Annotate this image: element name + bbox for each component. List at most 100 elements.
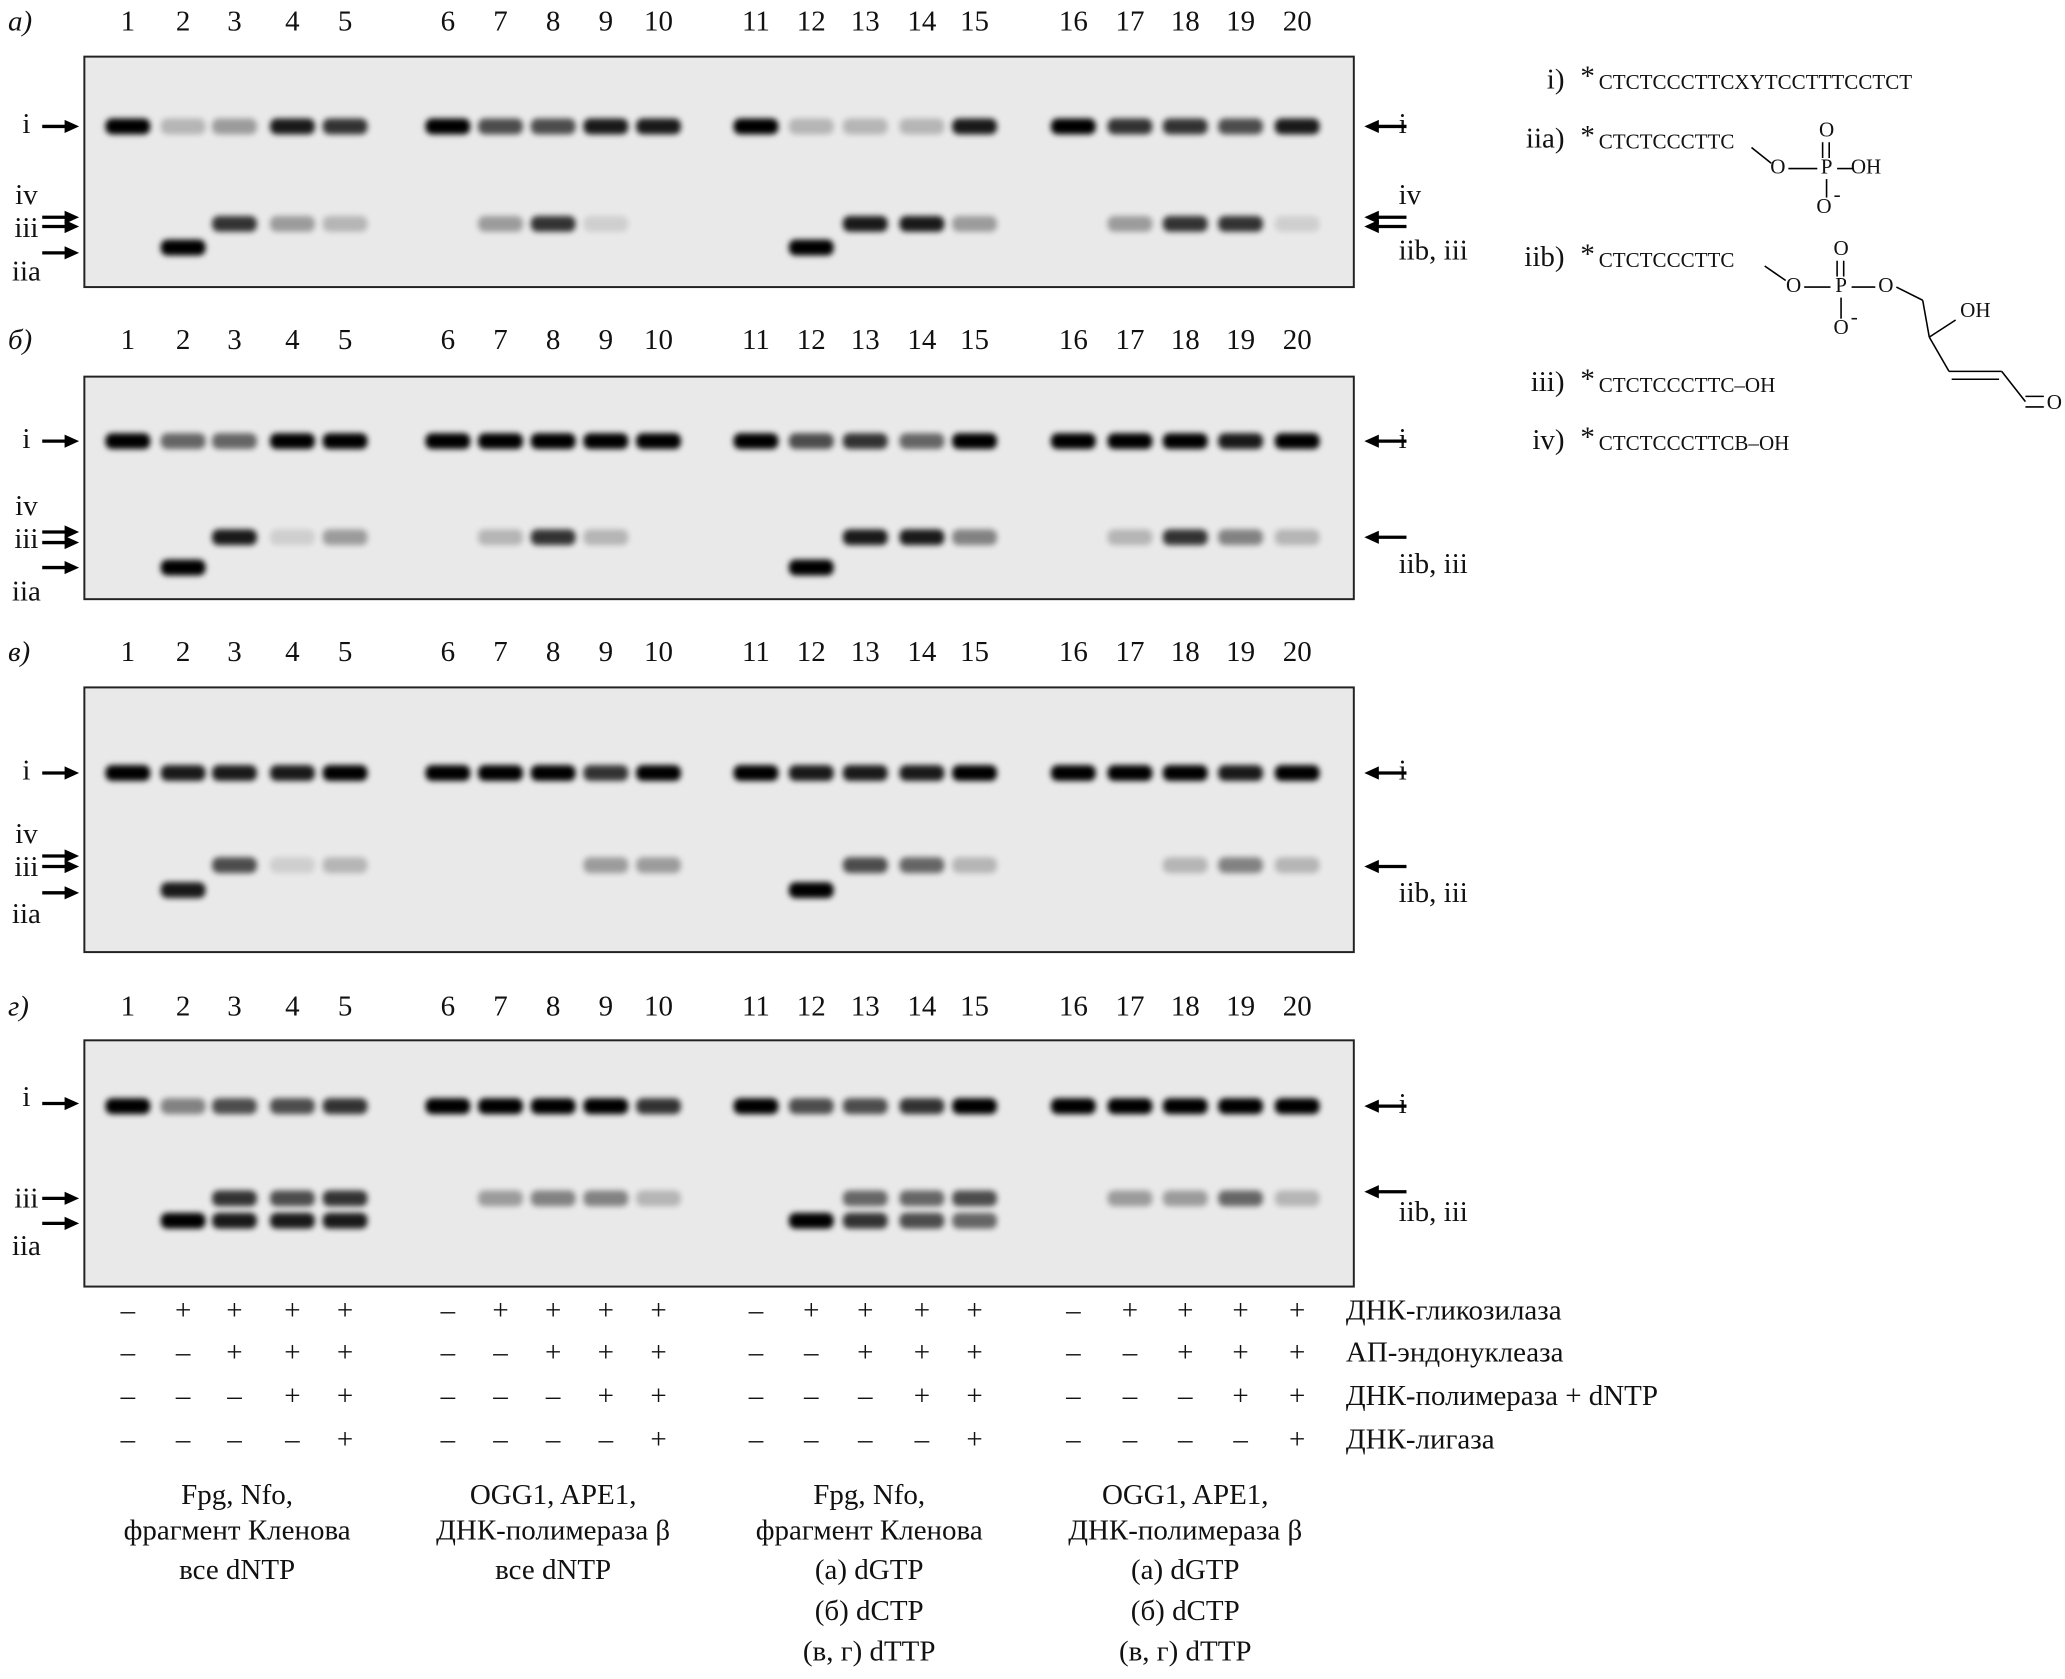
band [583, 118, 629, 135]
condition-sign: – [492, 1380, 508, 1412]
band [842, 857, 888, 874]
band [899, 765, 945, 781]
lane-number: 8 [546, 636, 560, 668]
condition-sign: + [175, 1295, 191, 1327]
band [788, 433, 834, 450]
band [583, 433, 629, 450]
band [899, 529, 945, 546]
band [530, 118, 576, 135]
legend-seq: CTCTCCCTTC–OH [1599, 373, 1776, 397]
lane-number: 3 [227, 324, 241, 356]
condition-label: ДНК-гликозилаза [1346, 1295, 1562, 1327]
condition-sign: + [284, 1295, 300, 1327]
band [1218, 118, 1263, 135]
band [788, 559, 834, 576]
band [160, 882, 206, 899]
lane-number: 18 [1171, 324, 1200, 356]
atom: O [1819, 118, 1834, 142]
band [160, 1212, 206, 1229]
lane-number: 1 [121, 324, 135, 356]
band [1274, 1190, 1320, 1207]
band [160, 433, 206, 450]
band [952, 433, 997, 450]
legend-star: * [1580, 364, 1594, 396]
condition-sign: + [966, 1337, 982, 1369]
band [899, 1098, 945, 1115]
band [322, 765, 368, 781]
lane-number: 14 [907, 5, 936, 37]
lane-number: 13 [851, 990, 880, 1022]
lane-number: 19 [1226, 324, 1255, 356]
band-label: i [1399, 423, 1407, 455]
lane-number: 6 [441, 636, 455, 668]
band [322, 1098, 368, 1115]
group-caption: все dNTP [179, 1554, 295, 1586]
condition-sign: – [1122, 1337, 1138, 1369]
condition-sign: – [748, 1337, 764, 1369]
atom: O [1833, 236, 1848, 260]
band-label: i [22, 423, 30, 455]
legend-star: * [1580, 61, 1594, 93]
band [952, 1098, 997, 1115]
condition-sign: – [748, 1380, 764, 1412]
band [478, 1190, 523, 1207]
band [1107, 765, 1153, 781]
condition-sign: + [1289, 1424, 1305, 1456]
atom: O [1770, 154, 1785, 178]
band [842, 215, 888, 232]
band [478, 1098, 523, 1115]
band [322, 1212, 368, 1229]
lane-number: 12 [797, 990, 826, 1022]
band-label: i [22, 755, 30, 787]
arrow-head [64, 525, 80, 539]
band [899, 1212, 945, 1229]
condition-sign: – [492, 1337, 508, 1369]
condition-sign: + [1232, 1380, 1248, 1412]
band [322, 857, 368, 874]
bond [1764, 265, 1787, 282]
band [105, 433, 151, 450]
lane-number: 5 [338, 990, 352, 1022]
gel [83, 686, 1355, 954]
band [1162, 118, 1208, 135]
condition-sign: – [598, 1424, 614, 1456]
band-label: iii [14, 523, 38, 555]
band [212, 857, 257, 874]
band [1218, 1190, 1263, 1207]
group-caption: (в, г) dTTP [1119, 1636, 1252, 1668]
lane-number: 3 [227, 990, 241, 1022]
condition-sign: + [337, 1424, 353, 1456]
atom: - [1851, 305, 1858, 329]
band [1218, 433, 1263, 450]
band [212, 765, 257, 781]
band [1162, 765, 1208, 781]
band [733, 1098, 779, 1115]
gel [83, 375, 1355, 601]
condition-sign: + [966, 1424, 982, 1456]
band [1218, 857, 1263, 874]
condition-sign: + [650, 1337, 666, 1369]
condition-sign: + [337, 1380, 353, 1412]
band [1162, 857, 1208, 874]
lane-number: 16 [1059, 636, 1088, 668]
band [105, 1098, 151, 1115]
group-caption: OGG1, APE1, [470, 1479, 637, 1511]
condition-sign: + [966, 1380, 982, 1412]
lane-number: 10 [644, 5, 673, 37]
lane-number: 19 [1226, 990, 1255, 1022]
band [160, 118, 206, 135]
condition-sign: + [492, 1295, 508, 1327]
band [530, 1190, 576, 1207]
condition-sign: + [1289, 1337, 1305, 1369]
band [160, 239, 206, 256]
lane-number: 14 [907, 324, 936, 356]
band [478, 118, 523, 135]
lane-number: 2 [176, 5, 190, 37]
lane-number: 4 [285, 636, 300, 668]
lane-number: 2 [176, 990, 190, 1022]
band [1218, 1098, 1263, 1115]
condition-sign: – [1177, 1380, 1193, 1412]
arrow-head [1364, 859, 1379, 874]
lane-number: 8 [546, 324, 560, 356]
band [160, 1098, 206, 1115]
